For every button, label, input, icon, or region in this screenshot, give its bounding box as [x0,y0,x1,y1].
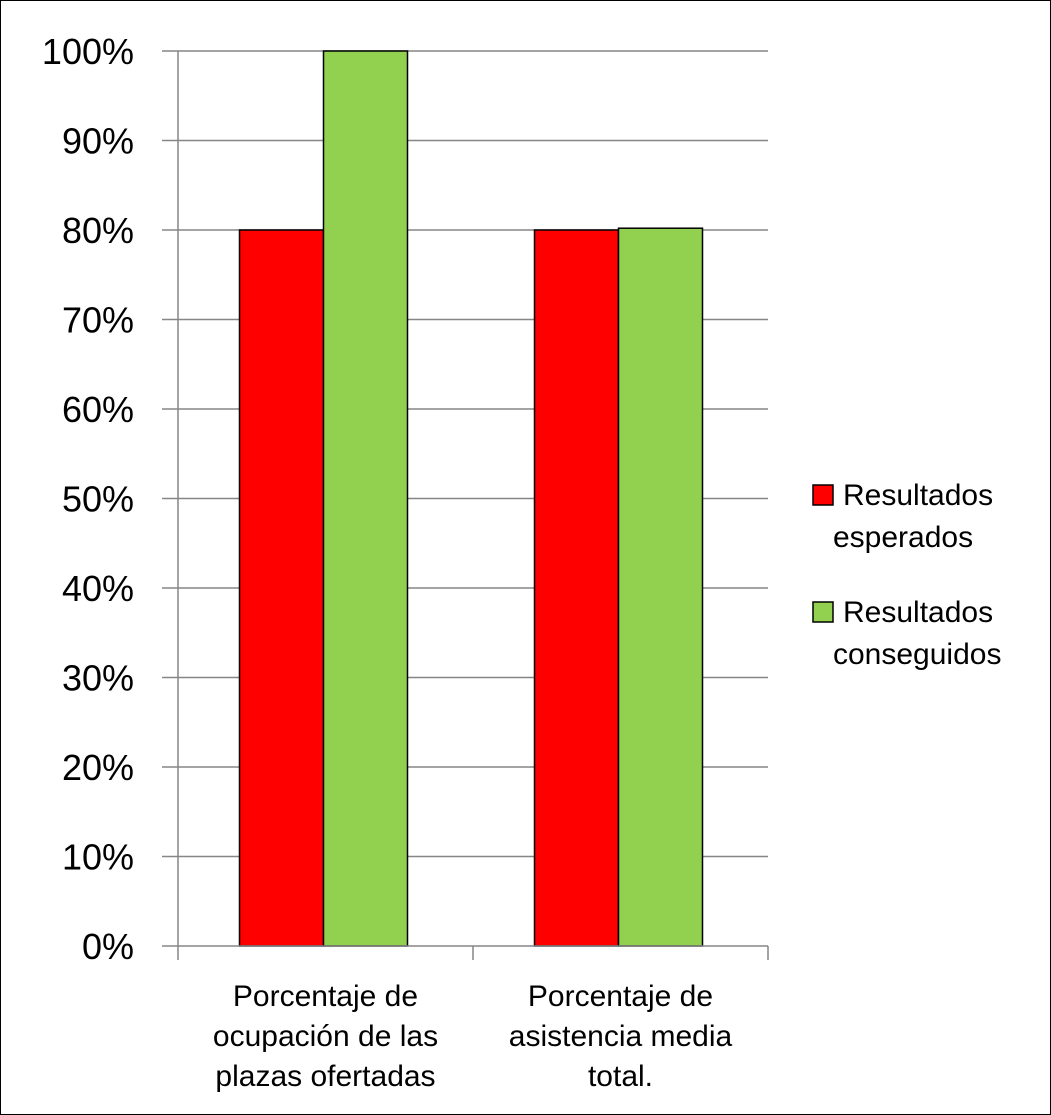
y-tick-label: 10% [62,837,134,878]
legend: Resultados esperados Resultados conseguidos [812,479,1001,671]
y-tick-label: 30% [62,658,134,699]
bar-resultados-conseguidos [617,227,704,947]
x-category-label: total. [588,1060,653,1093]
bar-resultados-esperados [533,229,620,947]
y-tick-label: 100% [42,31,134,72]
axes [162,50,769,960]
legend-swatch [812,484,834,506]
y-tick-label: 60% [62,389,134,430]
x-category-label: plazas ofertadas [215,1060,435,1093]
x-category-label: Porcentaje de [233,980,418,1013]
y-tick-label: 80% [62,210,134,251]
legend-label: esperados [833,521,973,554]
legend-label: Resultados [843,479,993,512]
y-tick-label: 90% [62,121,134,162]
y-tick-label: 0% [82,926,134,967]
y-tick-label: 20% [62,747,134,788]
x-category-label: ocupación de las [213,1020,438,1053]
x-category-label: Porcentaje de [528,980,713,1013]
bar-resultados-esperados [238,229,325,947]
y-tick-label: 40% [62,568,134,609]
y-tick-label: 50% [62,479,134,520]
bar-resultados-conseguidos [322,50,409,947]
legend-label: conseguidos [833,638,1001,671]
y-tick-label: 70% [62,300,134,341]
legend-label: Resultados [843,596,993,629]
x-category-labels: Porcentaje de ocupación de las plazas ofer… [213,980,733,1093]
y-tick-labels: 0% 10% 20% 30% 40% 50% 60% 70% 80% 90% 100% [42,31,134,967]
legend-swatch [812,601,834,623]
x-category-label: asistencia media [509,1020,733,1053]
